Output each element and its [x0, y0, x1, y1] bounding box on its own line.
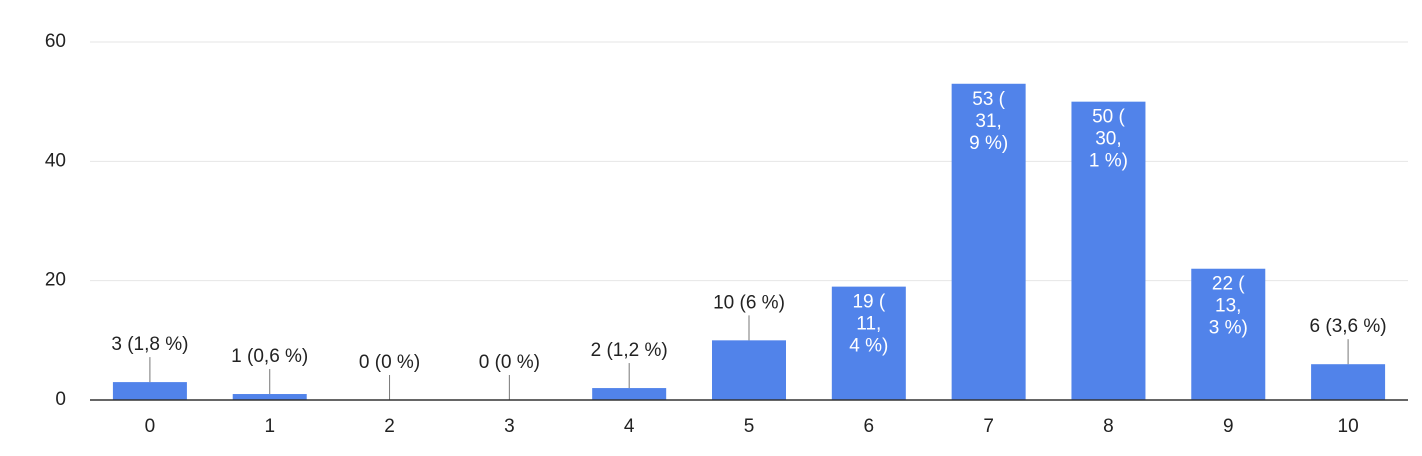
x-tick-label: 1 [264, 416, 275, 437]
value-label: 3 (1,8 %) [111, 334, 188, 355]
bar [592, 388, 667, 400]
x-tick-label: 7 [983, 416, 994, 437]
value-label: 19 (11, 4 %) [849, 292, 888, 357]
value-label: 1 (0,6 %) [231, 346, 308, 367]
y-tick-label: 60 [45, 31, 66, 52]
bar [1191, 268, 1266, 400]
bar [1071, 101, 1146, 401]
y-tick-label: 0 [55, 389, 66, 410]
x-tick-label: 3 [504, 416, 515, 437]
x-tick-label: 0 [145, 416, 156, 437]
value-label: 6 (3,6 %) [1310, 316, 1387, 337]
value-label: 50 (30, 1 %) [1089, 107, 1128, 172]
x-tick-label: 4 [624, 416, 635, 437]
value-label: 22 (13, 3 %) [1209, 274, 1248, 339]
y-tick-label: 40 [45, 150, 66, 171]
value-label: 2 (1,2 %) [591, 340, 668, 361]
x-tick-label: 10 [1338, 416, 1359, 437]
x-tick-label: 5 [744, 416, 755, 437]
x-tick-label: 6 [864, 416, 875, 437]
bar [712, 340, 786, 400]
value-label: 0 (0 %) [479, 352, 540, 373]
x-tick-label: 9 [1223, 416, 1234, 437]
bar [1311, 364, 1386, 400]
bar [112, 382, 187, 400]
x-tick-label: 2 [384, 416, 395, 437]
value-label: 10 (6 %) [713, 292, 785, 313]
bar [951, 83, 1026, 401]
y-tick-label: 20 [45, 270, 66, 291]
x-tick-label: 8 [1103, 416, 1114, 437]
bar [831, 286, 906, 400]
value-label: 0 (0 %) [359, 352, 420, 373]
bar [232, 394, 307, 400]
value-label: 53 (31, 9 %) [969, 89, 1008, 154]
